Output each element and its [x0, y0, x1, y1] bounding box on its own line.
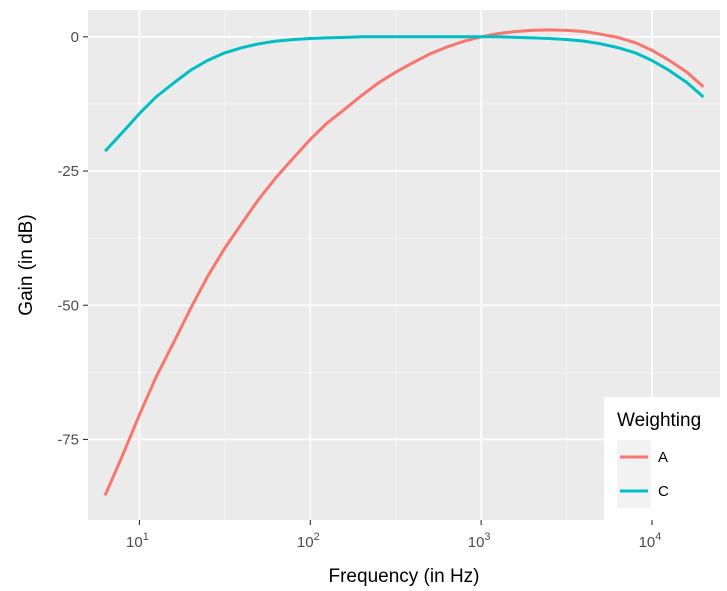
y-tick-label: -25 [57, 163, 79, 180]
y-axis-title: Gain (in dB) [16, 214, 37, 315]
legend-label-c: C [658, 483, 669, 500]
series-lines [103, 28, 705, 496]
minor-gridlines [88, 10, 720, 520]
y-tick-label: -75 [57, 431, 79, 448]
x-tick-label: 104 [639, 531, 662, 551]
legend-label-a: A [658, 449, 668, 466]
x-tick-label: 101 [126, 531, 149, 551]
y-tick-label: 0 [71, 29, 79, 46]
legend: Weighting AC [604, 397, 727, 520]
legend-title: Weighting [617, 410, 701, 431]
series-line-c [103, 35, 705, 153]
series-line-a [103, 28, 705, 496]
x-axis: 101 102 103 104 [126, 520, 661, 551]
x-axis-title: Frequency (in Hz) [329, 566, 480, 587]
x-tick-label: 102 [297, 531, 320, 551]
y-tick-label: -50 [57, 297, 79, 314]
y-axis: 0 -25 -50 -75 [57, 29, 88, 448]
x-tick-label: 103 [468, 531, 491, 551]
